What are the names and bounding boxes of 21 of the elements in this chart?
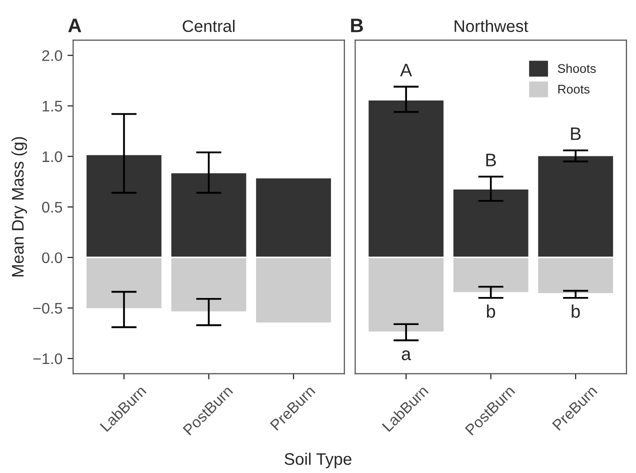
y-tick-label: 2.0 xyxy=(42,50,62,62)
data-label: b xyxy=(486,304,496,318)
legend-label: Shoots xyxy=(558,64,596,73)
x-axis-title: Soil Type xyxy=(284,452,352,468)
y-tick-label: −1.0 xyxy=(33,353,62,364)
text: B xyxy=(351,18,363,32)
data-label: a xyxy=(402,350,412,360)
y-tick-label: −0.5 xyxy=(33,302,62,314)
y-tick-label: 1.5 xyxy=(42,100,62,112)
data-label: b xyxy=(572,304,580,318)
y-tick-label: 0.5 xyxy=(42,202,62,213)
y-tick-label: 0.0 xyxy=(42,252,62,264)
legend-label: Roots xyxy=(558,84,590,94)
data-label: A xyxy=(400,64,412,76)
data-label: B xyxy=(571,128,581,140)
chart-title: Central xyxy=(182,20,235,32)
data-label: B xyxy=(486,154,496,166)
y-tick-label: 1.0 xyxy=(42,151,62,162)
text: A xyxy=(68,18,82,32)
chart-title: Northwest xyxy=(454,20,528,32)
y-axis-title: Mean Dry Mass (g) xyxy=(11,137,28,276)
